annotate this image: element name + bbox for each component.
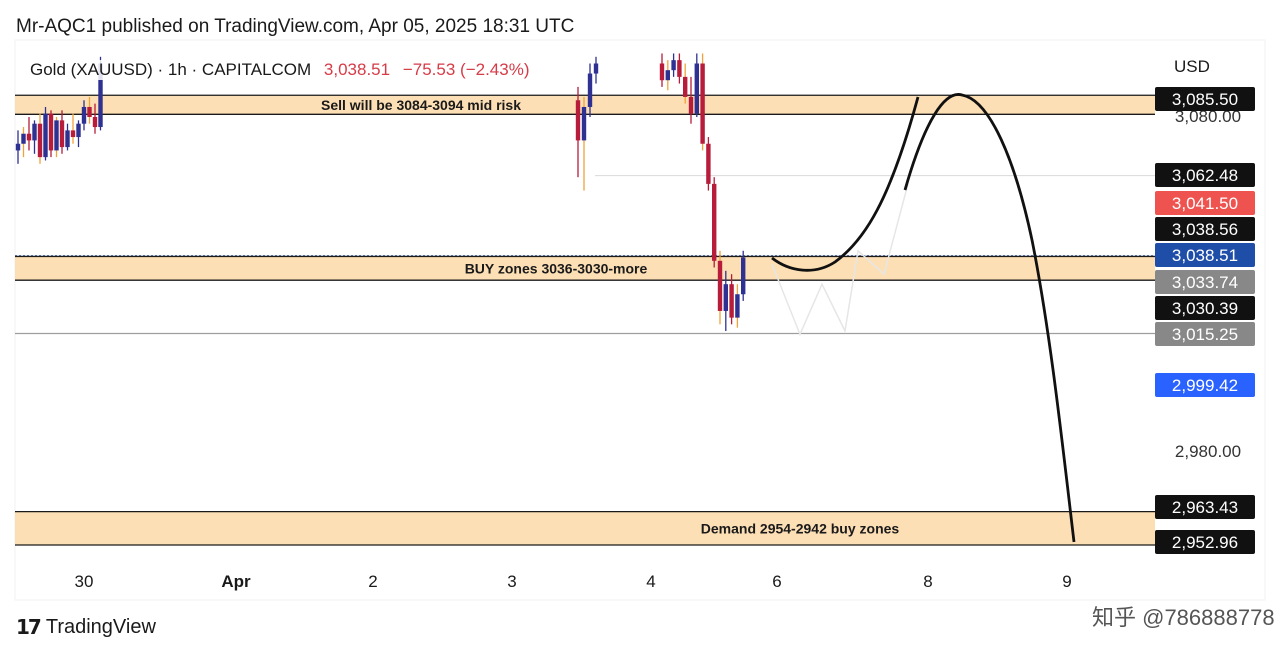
zone-label-2: Demand 2954-2942 buy zones — [701, 520, 900, 536]
mid-candle-0 — [575, 100, 581, 141]
price-label-9: 2,963.43 — [1172, 498, 1238, 517]
x-tick-2: 2 — [368, 572, 377, 591]
plot-frame — [14, 39, 1266, 601]
price-change: −75.53 (−2.43%) — [402, 60, 530, 79]
published-line: Mr-AQC1 published on TradingView.com, Ap… — [16, 16, 575, 37]
price-label-1: 3,062.48 — [1172, 166, 1238, 185]
left-candle-8 — [59, 120, 65, 148]
price-label-7: 3,015.25 — [1172, 325, 1238, 344]
tradingview-logo[interactable]: 𝟭𝟳 TradingView — [16, 615, 156, 640]
right-candle-9 — [712, 183, 717, 261]
brand-name: TradingView — [45, 616, 156, 638]
projection-curve-1 — [771, 96, 920, 272]
price-label-8: 2,999.42 — [1172, 376, 1238, 395]
left-candle-4 — [37, 123, 43, 158]
watermark: 知乎 @786888778 — [1092, 605, 1275, 630]
y-tick-0: 3,080.00 — [1175, 107, 1241, 126]
left-candle-6 — [48, 113, 54, 151]
price-label-bg-10 — [1155, 530, 1255, 554]
right-candle-10 — [717, 260, 723, 311]
ghost-projection — [771, 183, 909, 337]
price-label-bg-0 — [1155, 87, 1255, 111]
right-candle-3 — [677, 60, 682, 77]
price-label-bg-4 — [1155, 243, 1255, 267]
x-tick-5: 6 — [772, 572, 781, 591]
mid-candle-1 — [581, 106, 587, 141]
zone-label-0: Sell will be 3084-3094 mid risk — [321, 97, 521, 113]
zone-label-1: BUY zones 3036-3030-more — [465, 260, 648, 276]
price-label-3: 3,038.56 — [1172, 220, 1238, 239]
price-label-bg-2 — [1155, 191, 1255, 215]
left-candle-7 — [54, 120, 59, 151]
x-tick-6: 8 — [923, 572, 932, 591]
right-candle-13 — [735, 294, 740, 318]
right-candle-4 — [683, 76, 688, 97]
currency-selector[interactable]: USD — [1174, 57, 1210, 76]
zone-0 — [15, 95, 1155, 115]
price-label-bg-1 — [1155, 163, 1255, 187]
zone-2 — [15, 511, 1155, 546]
price-label-4: 3,038.51 — [1172, 246, 1238, 265]
price-label-5: 3,033.74 — [1172, 273, 1238, 292]
price-label-10: 2,952.96 — [1172, 533, 1238, 552]
left-candle-5 — [43, 113, 48, 158]
price-label-bg-8 — [1155, 373, 1255, 397]
x-tick-7: 9 — [1062, 572, 1071, 591]
y-tick-1: 2,980.00 — [1175, 442, 1241, 461]
x-tick-1: Apr — [221, 572, 251, 591]
price-label-bg-3 — [1155, 217, 1255, 241]
left-candle-10 — [70, 130, 76, 138]
right-candle-0 — [659, 63, 665, 81]
mid-candle-3 — [593, 63, 599, 74]
left-candle-15 — [98, 63, 103, 128]
right-candle-6 — [694, 63, 699, 114]
right-candle-12 — [729, 284, 734, 318]
symbol-line: Gold (XAUUSD) · 1h · CAPITALCOM — [30, 60, 312, 79]
right-candle-14 — [741, 257, 746, 295]
left-candle-0 — [15, 143, 21, 151]
right-candle-11 — [723, 284, 728, 311]
left-candle-12 — [81, 106, 87, 124]
x-tick-0: 30 — [75, 572, 94, 591]
left-candle-3 — [32, 123, 37, 141]
right-candle-8 — [706, 143, 711, 184]
price-label-bg-5 — [1155, 270, 1255, 294]
left-candle-11 — [76, 123, 81, 138]
right-candle-5 — [688, 96, 694, 114]
right-candle-1 — [665, 70, 670, 81]
left-candle-2 — [26, 133, 32, 141]
price-label-bg-9 — [1155, 495, 1255, 519]
projection-curve-2 — [903, 93, 1076, 543]
mid-candle-2 — [587, 73, 593, 107]
left-candle-9 — [65, 130, 70, 148]
price-label-bg-6 — [1155, 296, 1255, 320]
price-label-bg-7 — [1155, 322, 1255, 346]
left-candle-13 — [87, 106, 92, 117]
x-tick-4: 4 — [646, 572, 655, 591]
symbol-legend: Gold (XAUUSD) · 1h · CAPITALCOM 3,038.51… — [28, 60, 532, 80]
price-label-2: 3,041.50 — [1172, 194, 1238, 213]
x-tick-3: 3 — [507, 572, 516, 591]
right-candle-7 — [700, 63, 705, 144]
last-price: 3,038.51 — [323, 60, 391, 79]
price-label-0: 3,085.50 — [1172, 90, 1238, 109]
left-candle-14 — [92, 117, 98, 128]
price-label-6: 3,030.39 — [1172, 299, 1238, 318]
tradingview-icon: 𝟭𝟳 — [16, 617, 42, 639]
right-candle-2 — [671, 60, 676, 71]
left-candle-1 — [21, 133, 26, 144]
